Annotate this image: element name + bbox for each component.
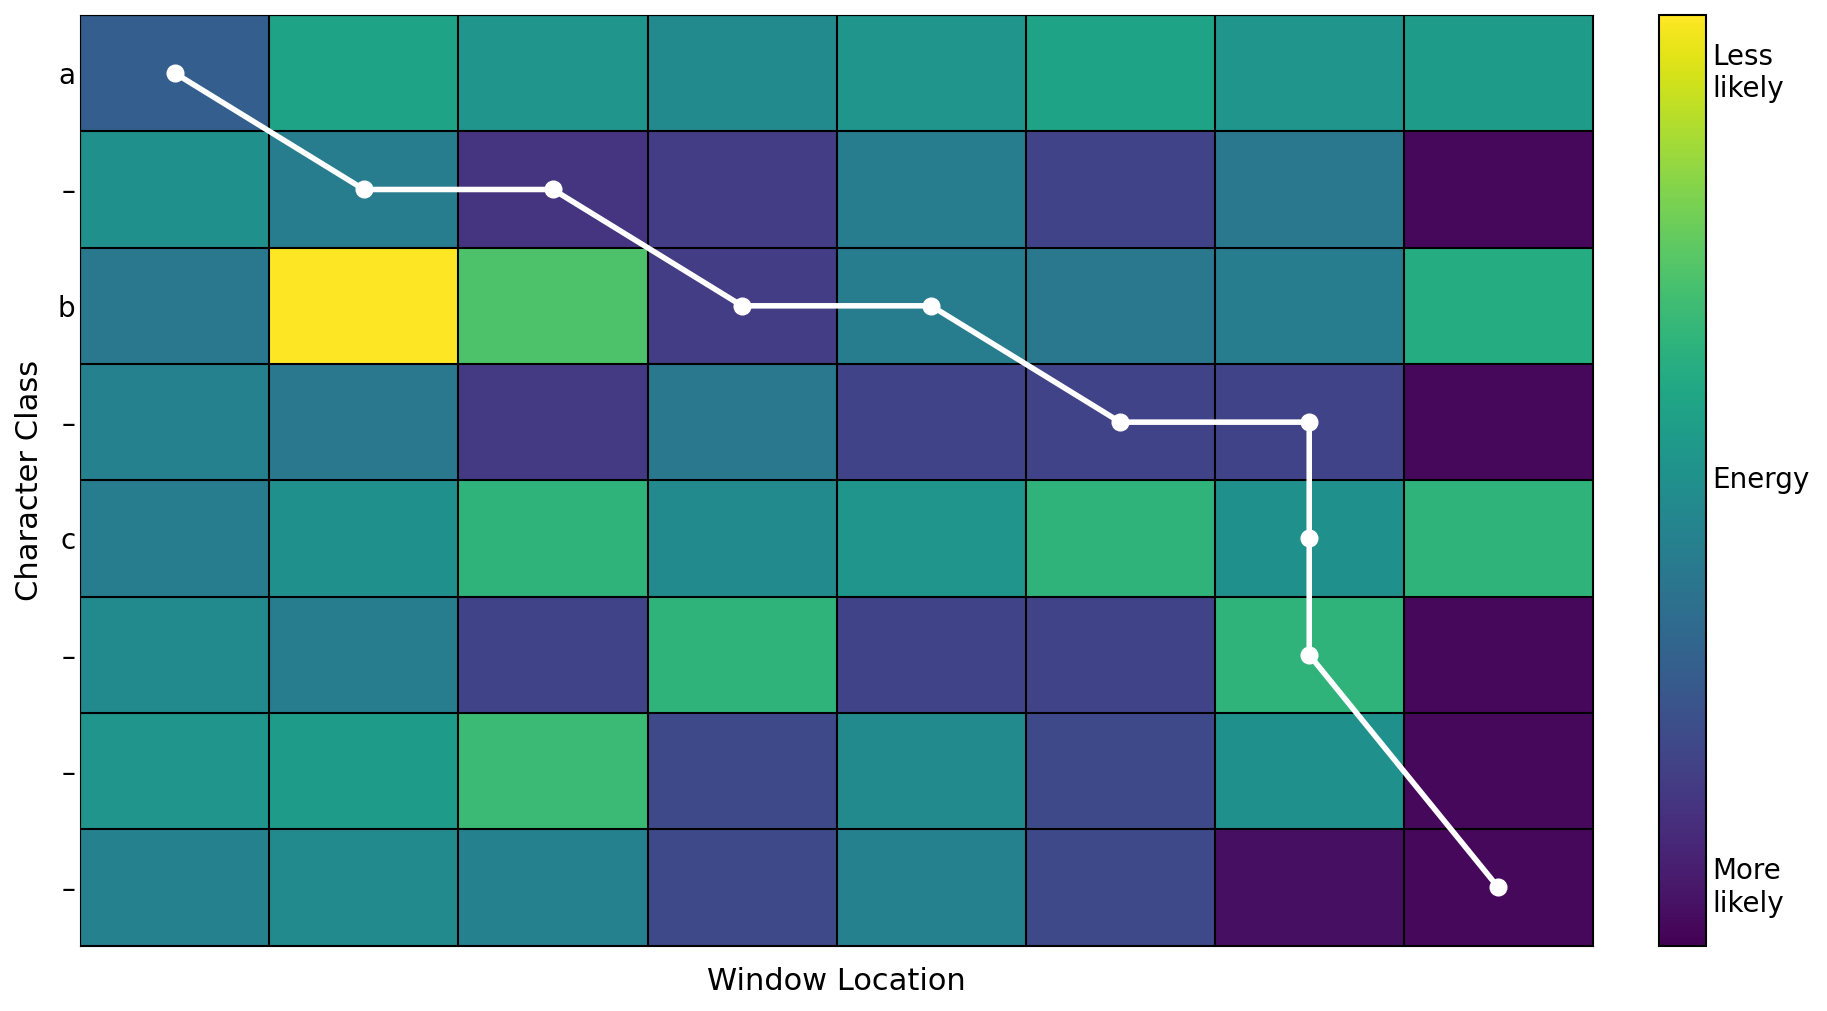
X-axis label: Window Location: Window Location bbox=[707, 967, 966, 996]
Text: Less
likely: Less likely bbox=[1712, 42, 1785, 103]
Text: More
likely: More likely bbox=[1712, 857, 1785, 918]
Text: Energy: Energy bbox=[1712, 466, 1811, 494]
Y-axis label: Character Class: Character Class bbox=[15, 360, 44, 601]
